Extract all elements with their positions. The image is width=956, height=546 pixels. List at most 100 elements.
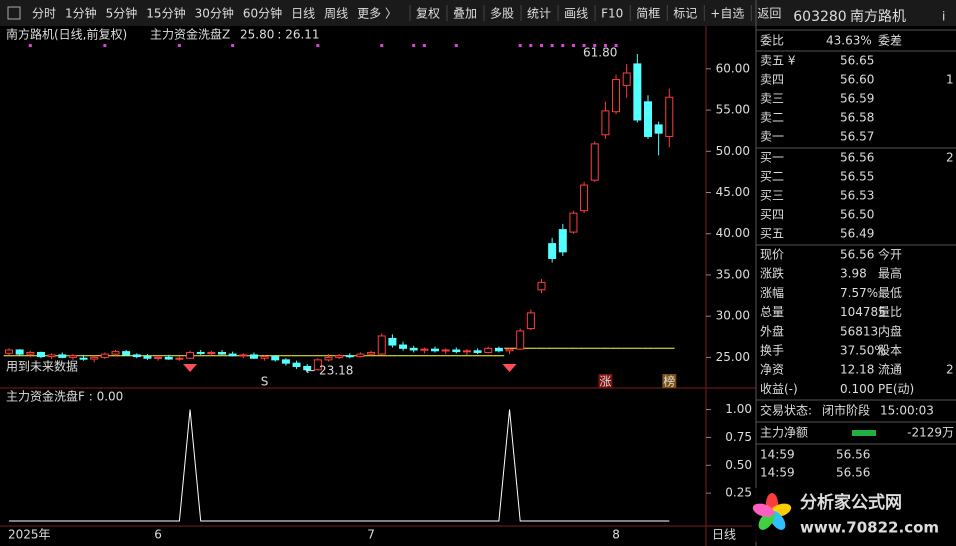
toolbar-button[interactable]: 返回 bbox=[757, 7, 781, 21]
toolbar-button[interactable]: 叠加 bbox=[453, 7, 477, 21]
toolbar-button[interactable]: 画线 bbox=[564, 7, 588, 21]
toolbar-button[interactable]: 周线 bbox=[324, 7, 348, 21]
stat-extra: 今开 bbox=[878, 247, 902, 262]
candle-body bbox=[367, 351, 376, 355]
candle-body bbox=[122, 351, 131, 356]
candle-body bbox=[79, 357, 88, 360]
signal-dot bbox=[614, 44, 618, 47]
ratio-label: 委比 bbox=[760, 34, 784, 48]
candle-body bbox=[68, 355, 77, 358]
y-tick-label: 0.25 bbox=[725, 486, 752, 500]
info-icon: i bbox=[942, 10, 945, 24]
y-tick-label: 25.00 bbox=[716, 350, 750, 364]
toolbar-button[interactable]: 30分钟 bbox=[195, 6, 234, 21]
candle-body bbox=[399, 344, 408, 349]
bid-label: 买三 bbox=[760, 189, 784, 203]
toolbar-button[interactable]: 简框 bbox=[636, 7, 660, 21]
tick-time: 14:59 bbox=[760, 448, 795, 462]
toolbar-button[interactable]: 60分钟 bbox=[243, 6, 282, 21]
toolbar-button[interactable]: +自选 bbox=[710, 7, 744, 21]
candle-body bbox=[15, 349, 24, 355]
candle-body bbox=[580, 184, 589, 212]
signal-dot bbox=[540, 44, 543, 47]
buy-mark bbox=[502, 364, 517, 372]
badge-bg bbox=[598, 374, 613, 388]
candle-body bbox=[462, 350, 471, 353]
candle-body bbox=[409, 347, 418, 351]
y-tick-label: 60.00 bbox=[716, 61, 750, 75]
candle-body bbox=[154, 356, 163, 359]
candle-body bbox=[249, 354, 258, 359]
signal-dot bbox=[177, 44, 181, 47]
candle-body bbox=[441, 349, 450, 352]
candle-body bbox=[516, 330, 525, 350]
ask-price: 56.57 bbox=[840, 130, 874, 144]
candle-body bbox=[207, 351, 216, 354]
stat-price: 56813 bbox=[840, 324, 878, 338]
y-tick-label: 0.50 bbox=[725, 458, 752, 472]
y-tick-label: 0.75 bbox=[725, 430, 752, 444]
candle-body bbox=[590, 143, 599, 181]
toolbar-button[interactable]: 复权 bbox=[416, 7, 440, 21]
stat-label: 总量 bbox=[760, 305, 784, 319]
stat-label: 换手 bbox=[760, 344, 784, 358]
toolbar-button[interactable]: 分时 bbox=[32, 7, 56, 21]
net-bar bbox=[852, 430, 876, 436]
y-tick-label: 55.00 bbox=[716, 103, 750, 117]
candle-body bbox=[558, 229, 567, 253]
signal-dot bbox=[593, 44, 597, 47]
annotation: 61.80 bbox=[583, 46, 617, 60]
signal-dot bbox=[380, 44, 384, 47]
status: 交易状态: bbox=[760, 403, 812, 418]
toolbar-button[interactable]: 多股 bbox=[490, 7, 514, 21]
badge: S bbox=[261, 375, 269, 389]
annotation: ← 23.18 bbox=[305, 364, 353, 378]
candle-body bbox=[452, 349, 461, 353]
candle-body bbox=[388, 337, 397, 346]
candle-body bbox=[36, 351, 45, 358]
bid-price: 56.53 bbox=[840, 189, 874, 203]
toolbar-button[interactable]: 统计 bbox=[527, 7, 551, 21]
toolbar-button[interactable]: 更多 〉 bbox=[357, 7, 397, 21]
signal-dot bbox=[412, 44, 416, 47]
toolbar-button[interactable]: 日线 bbox=[291, 7, 315, 21]
stat-price: 12.18 bbox=[840, 363, 874, 377]
candle-body bbox=[644, 101, 652, 137]
candle-body bbox=[633, 63, 642, 121]
tick-price: 56.56 bbox=[836, 448, 870, 462]
toolbar-button[interactable]: F10 bbox=[601, 7, 623, 21]
tick-time: 14:59 bbox=[760, 466, 795, 480]
candle-body bbox=[612, 79, 621, 113]
bid-label: 买一 bbox=[760, 151, 784, 165]
signal-dot bbox=[529, 44, 533, 47]
stat-label: 收益(-) bbox=[760, 382, 798, 396]
bid-price: 56.50 bbox=[840, 208, 874, 222]
ask-price: 56.58 bbox=[840, 111, 874, 125]
candle-body bbox=[420, 348, 429, 351]
toolbar-button[interactable]: 1分钟 bbox=[65, 6, 97, 21]
ask-label: 卖三 bbox=[760, 92, 784, 106]
candle-body bbox=[228, 353, 237, 357]
candle-body bbox=[292, 362, 301, 367]
candle-body bbox=[186, 351, 195, 359]
toolbar-button[interactable]: 5分钟 bbox=[106, 6, 138, 21]
stat-price: 37.50% bbox=[840, 344, 886, 358]
indicator-line bbox=[9, 409, 670, 522]
candle-body bbox=[526, 312, 535, 330]
stat-label: 现价 bbox=[760, 248, 784, 262]
candle-body bbox=[164, 356, 173, 360]
toolbar-button[interactable]: 15分钟 bbox=[146, 6, 185, 21]
ratio-label2: 委差 bbox=[878, 34, 902, 48]
indicator-value: 25.80 bbox=[240, 28, 274, 42]
y-tick-label: 1.00 bbox=[725, 402, 752, 416]
candle-body bbox=[569, 212, 578, 233]
stat-extra: PE(动) bbox=[878, 382, 914, 396]
signal-dot bbox=[231, 44, 235, 47]
candle-body bbox=[622, 72, 631, 86]
status: 15:00:03 bbox=[880, 404, 934, 418]
candle-body bbox=[26, 351, 35, 355]
note: 用到未来数据 bbox=[6, 359, 78, 374]
toolbar-button[interactable]: 标记 bbox=[673, 7, 697, 21]
ask-label: 卖四 bbox=[760, 73, 784, 87]
